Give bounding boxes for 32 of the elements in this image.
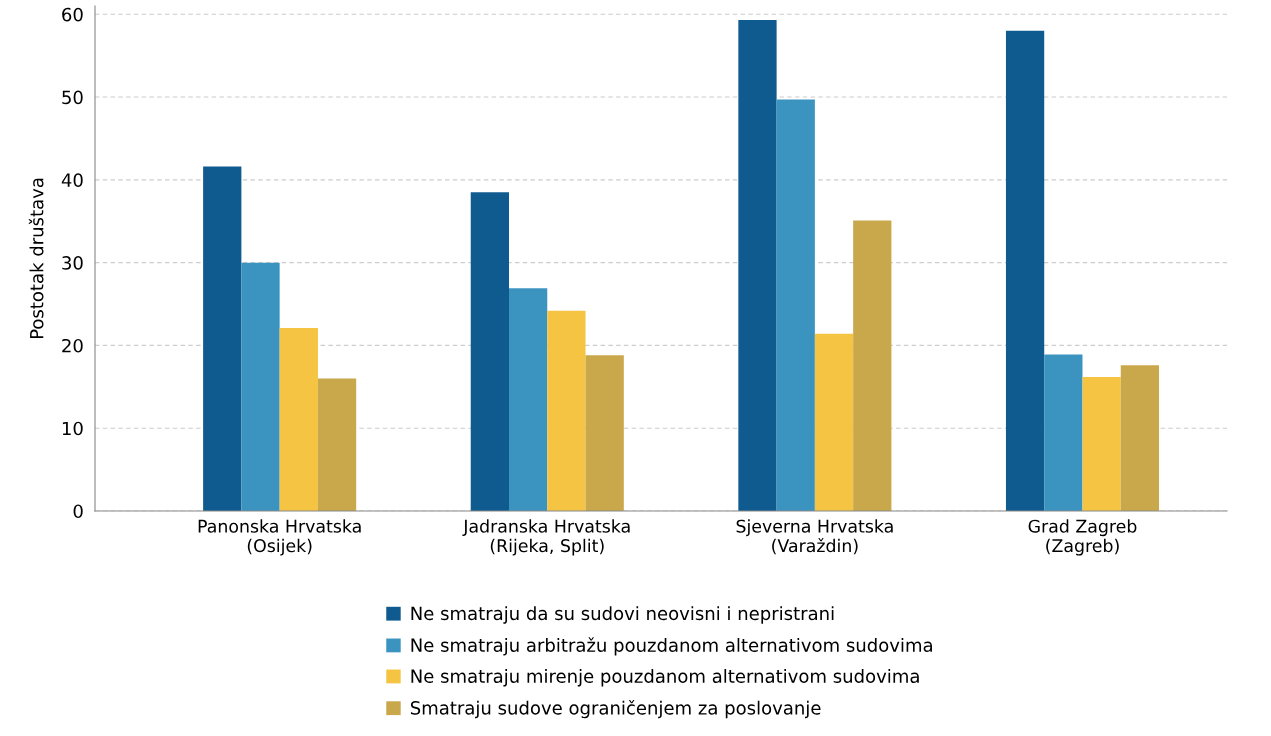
y-tick-label: 30: [62, 256, 83, 270]
y-tick-label: 40: [61, 173, 83, 187]
bar: [203, 166, 242, 511]
y-tick-label: 50: [62, 90, 83, 105]
bar: [738, 20, 777, 511]
x-tick-label: Grad Zagreb (Zagreb): [1028, 519, 1137, 556]
bar: [814, 333, 854, 511]
bar: [1005, 30, 1045, 511]
bar: [317, 378, 357, 511]
y-tick-label: 60: [62, 7, 83, 22]
x-tick-label: Sjeverna Hrvatska (Varaždin): [736, 519, 893, 555]
bar: [470, 192, 509, 511]
bar: [1082, 376, 1121, 511]
legend-label: Ne smatraju arbitražu pouzdanom alternativom sudovima: [411, 637, 932, 656]
bar: [853, 220, 892, 511]
y-axis-title: Postotak društava: [28, 178, 44, 339]
bar: [585, 355, 624, 511]
legend-label: Ne smatraju da su sudovi neovisni i nepristrani: [411, 606, 834, 624]
bar: [776, 99, 815, 511]
x-tick-label: Panonska Hrvatska (Osijek): [198, 519, 361, 556]
bar: [509, 288, 548, 511]
bar: [241, 262, 280, 511]
y-tick-label: 20: [62, 338, 83, 353]
bar: [279, 328, 318, 511]
y-tick-label: 10: [62, 421, 83, 436]
legend-label: Smatraju sudove ograničenjem za poslovanje: [410, 700, 821, 719]
y-tick-label: 0: [73, 504, 83, 519]
x-tick-label: Jadranska Hrvatska (Rijeka, Split): [462, 519, 630, 556]
bar: [547, 310, 586, 511]
legend-label: Ne smatraju mirenje pouzdanom alternativom sudovima: [411, 669, 919, 687]
bar: [1120, 365, 1160, 511]
bar: [1044, 354, 1083, 511]
